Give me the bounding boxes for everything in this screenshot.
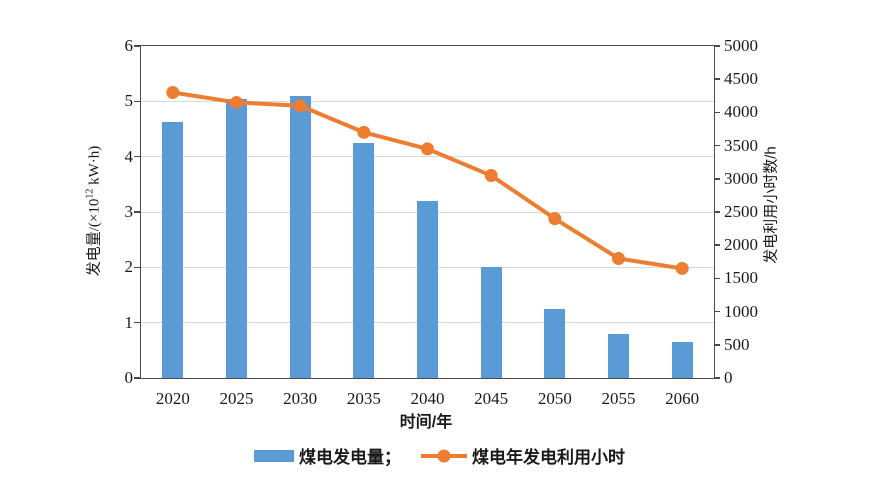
left-axis-tick [134, 45, 140, 47]
x-tick-label: 2025 [219, 389, 254, 408]
line-marker-2055 [612, 251, 625, 265]
right-axis-tick [714, 78, 720, 80]
legend-label-utilization: 煤电年发电利用小时 [472, 448, 625, 467]
right-axis-tick [714, 111, 720, 114]
legend-item-utilization: 煤电年发电利用小时 [421, 443, 625, 468]
legend-label-generation: 煤电发电量； [299, 448, 401, 467]
gridline [141, 156, 714, 158]
left-axis-tick-label: 3 [124, 202, 134, 221]
bar-2020 [162, 121, 184, 378]
right-axis-title: 发电利用小时数/h [762, 146, 780, 264]
x-tick-label: 2060 [665, 389, 700, 408]
right-axis-tick-label: 500 [724, 334, 750, 354]
bar-2030 [289, 95, 311, 378]
bar-2050 [544, 308, 566, 378]
left-axis-tick [134, 377, 140, 379]
right-axis-tick-label: 0 [724, 368, 733, 387]
line-marker-2020 [166, 85, 180, 99]
legend-item-generation: 煤电发电量； [254, 443, 401, 468]
line-marker-2050 [548, 212, 562, 226]
x-tick-label: 2040 [410, 389, 445, 408]
line-marker-2030 [293, 99, 307, 113]
left-axis-tick-label: 5 [124, 91, 134, 111]
x-axis-title: 时间/年 [399, 414, 453, 431]
right-axis-tick-label: 3000 [724, 168, 758, 188]
right-axis-tick [714, 144, 720, 147]
right-axis-tick [714, 277, 720, 280]
right-axis-tick-label: 2000 [724, 235, 758, 255]
bar-2045 [480, 267, 502, 378]
right-axis-tick-label: 2500 [724, 202, 758, 221]
right-axis-tick [714, 178, 720, 180]
plot-area: 0 1 2 3 4 5 6 0 500 1000 1500 2000 2500 3000 3500 4000 4… [125, 36, 759, 408]
x-tick-label: 2030 [283, 389, 318, 408]
x-tick-label: 2050 [537, 389, 572, 408]
bar-2055 [608, 333, 629, 378]
bar-swatch-icon [254, 449, 294, 462]
line-marker-2025 [230, 95, 243, 109]
left-axis-title: 发电量/(×1012 kW·h) [83, 146, 104, 277]
x-tick-label: 2035 [346, 389, 381, 408]
right-axis-tick-label: 4500 [724, 69, 758, 89]
right-axis-tick-label: 1000 [724, 301, 758, 321]
right-axis-tick [714, 377, 720, 379]
line-series-svg [166, 85, 689, 275]
right-axis-tick [714, 211, 720, 213]
right-axis-tick [714, 244, 720, 246]
left-axis-title-suffix: kW·h) [86, 145, 103, 189]
left-axis-tick [134, 100, 140, 103]
right-axis-tick [714, 310, 720, 313]
line-marker-2045 [484, 168, 498, 182]
right-axis-tick [714, 45, 720, 47]
left-axis-tick [134, 266, 140, 269]
right-axis-tick [714, 344, 720, 346]
bar-2025 [226, 98, 247, 378]
left-axis-tick [134, 211, 140, 213]
left-axis-tick-label: 6 [124, 36, 134, 55]
utilization-line [172, 90, 683, 271]
x-tick-label: 2045 [474, 389, 509, 408]
x-tick-label: 2055 [601, 389, 636, 408]
bar-2040 [417, 200, 438, 378]
line-marker-icon [437, 449, 451, 462]
right-axis-tick-label: 4000 [724, 102, 758, 122]
line-marker-2060 [675, 261, 689, 275]
left-axis-tick [134, 155, 140, 158]
bar-2060 [671, 342, 693, 378]
line-marker-2035 [357, 125, 371, 139]
left-axis-title-exponent: 12 [84, 188, 96, 199]
left-axis-tick-label: 4 [124, 146, 134, 166]
line-marker-2040 [421, 142, 434, 156]
gridline [141, 100, 714, 102]
line-swatch-icon [421, 449, 467, 462]
left-axis-tick-label: 2 [124, 257, 134, 277]
right-axis-tick-label: 5000 [724, 36, 758, 55]
left-axis-tick-label: 0 [124, 368, 134, 387]
x-tick-label: 2020 [155, 389, 190, 408]
right-axis-tick-label: 1500 [724, 268, 758, 288]
left-axis-title-prefix: 发电量/(×10 [86, 198, 103, 277]
left-axis-tick-label: 1 [124, 312, 134, 332]
bar-2035 [353, 142, 375, 378]
legend: 煤电发电量； 煤电年发电利用小时 [0, 443, 879, 468]
left-axis-tick [134, 321, 140, 324]
right-axis-tick-label: 3500 [724, 135, 758, 155]
